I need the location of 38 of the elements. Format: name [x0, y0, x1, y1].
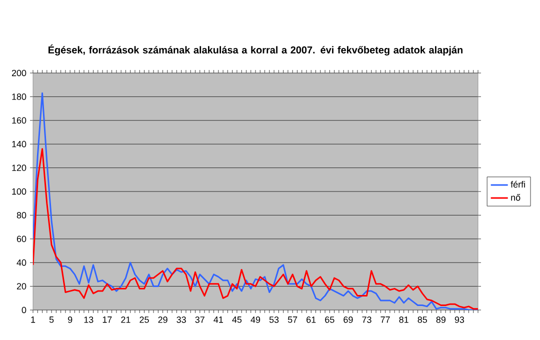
x-tick-label: 33: [176, 316, 186, 323]
y-tick-label: 160: [12, 117, 26, 124]
x-tick-label: 29: [158, 316, 168, 323]
x-tick-label: 1: [31, 316, 36, 323]
x-tick-label: 37: [195, 316, 204, 323]
x-tick-label: 73: [362, 316, 372, 323]
y-tick-label: 20: [16, 283, 26, 290]
y-tick-label: 40: [16, 259, 26, 266]
x-tick-label: 25: [140, 316, 149, 323]
legend-label: férfi: [510, 180, 525, 188]
x-tick-label: 85: [418, 316, 427, 323]
x-tick-label: 65: [325, 316, 334, 323]
x-tick-label: 53: [269, 316, 279, 323]
y-tick-label: 60: [16, 236, 26, 242]
y-tick-label: 80: [16, 212, 26, 218]
x-tick-label: 13: [84, 316, 94, 323]
y-tick-label: 0: [22, 306, 26, 314]
x-tick-label: 9: [68, 316, 72, 323]
x-tick-label: 41: [214, 316, 223, 323]
x-tick-label: 49: [250, 316, 260, 323]
y-tick-label: 180: [12, 94, 26, 100]
y-tick-label: 200: [12, 70, 26, 76]
x-tick-label: 45: [232, 316, 242, 323]
x-tick-label: 21: [121, 316, 130, 323]
x-tick-label: 93: [454, 316, 464, 323]
x-tick-label: 77: [380, 316, 390, 323]
x-tick-label: 81: [399, 316, 408, 323]
x-tick-label: 89: [436, 316, 446, 323]
x-tick-label: 5: [49, 316, 54, 323]
x-tick-label: 17: [102, 316, 112, 323]
y-tick-label: 120: [12, 164, 26, 171]
chart-title: Égések, forrázások számának alakulása a korral a 2007. évi fekvőbeteg adatok alapján: [48, 44, 462, 56]
y-tick-label: 140: [12, 140, 26, 148]
x-tick-label: 61: [306, 316, 316, 323]
x-tick-label: 57: [288, 316, 298, 323]
y-tick-label: 100: [12, 188, 26, 195]
legend-label: nő: [511, 194, 520, 201]
x-tick-label: 69: [344, 316, 353, 323]
